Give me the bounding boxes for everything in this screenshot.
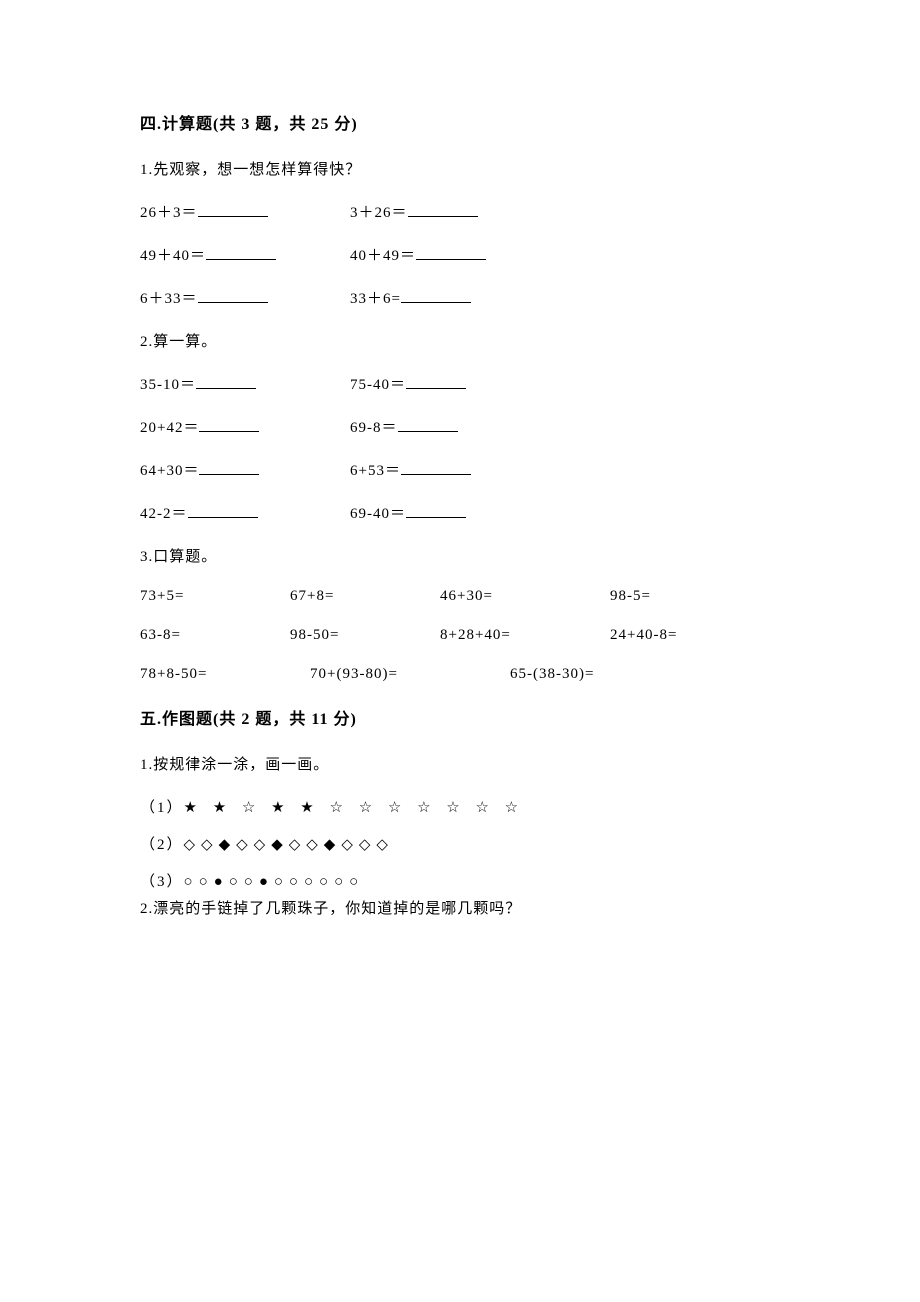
s5-q1-intro: 1.按规律涂一涂，画一画。 — [140, 753, 780, 774]
q1-left-0: 26＋3＝ — [140, 205, 198, 221]
pattern-syms-2: ○○●○○●○○○○○○ — [184, 874, 365, 890]
section-5-header: 五.作图题(共 2 题，共 11 分) — [140, 705, 780, 729]
q3-r2-a: 78+8-50= — [140, 666, 310, 683]
q1-right-2: 33＋6= — [350, 291, 401, 307]
q3-r2-b: 70+(93-80)= — [310, 666, 510, 683]
q1-pair-2: 6＋33＝ 33＋6= — [140, 287, 780, 308]
pattern-syms-0: ★ ★ ☆ ★ ★ ☆ ☆ ☆ ☆ ☆ ☆ ☆ — [184, 800, 525, 816]
q3-r0-b: 67+8= — [290, 588, 440, 605]
pattern-line-0: （1）★ ★ ☆ ★ ★ ☆ ☆ ☆ ☆ ☆ ☆ ☆ — [140, 796, 780, 817]
q2-left-1: 20+42＝ — [140, 420, 199, 436]
section-4-header: 四.计算题(共 3 题，共 25 分) — [140, 110, 780, 134]
q1-right-0: 3＋26＝ — [350, 205, 408, 221]
q1-left-2: 6＋33＝ — [140, 291, 198, 307]
s5-q2-intro: 2.漂亮的手链掉了几颗珠子，你知道掉的是哪几颗吗？ — [140, 897, 780, 918]
blank — [416, 246, 486, 260]
blank — [406, 375, 466, 389]
pattern-num-2: （3） — [140, 874, 184, 890]
pattern-line-2: （3）○○●○○●○○○○○○ — [140, 870, 780, 891]
blank — [401, 461, 471, 475]
q3-r0-a: 73+5= — [140, 588, 290, 605]
q2-pair-3: 42-2＝ 69-40＝ — [140, 502, 780, 523]
q3-r1-a: 63-8= — [140, 627, 290, 644]
q2-intro: 2.算一算。 — [140, 330, 780, 351]
q2-left-0: 35-10＝ — [140, 377, 196, 393]
q1-intro: 1.先观察，想一想怎样算得快？ — [140, 158, 780, 179]
q3-r1-b: 98-50= — [290, 627, 440, 644]
q2-left-3: 42-2＝ — [140, 506, 188, 522]
q2-pair-2: 64+30＝ 6+53＝ — [140, 459, 780, 480]
blank — [408, 203, 478, 217]
q3-intro: 3.口算题。 — [140, 545, 780, 566]
blank — [406, 504, 466, 518]
q1-right-1: 40＋49＝ — [350, 248, 416, 264]
q1-pair-0: 26＋3＝ 3＋26＝ — [140, 201, 780, 222]
q2-left-2: 64+30＝ — [140, 463, 199, 479]
blank — [206, 246, 276, 260]
blank — [199, 461, 259, 475]
q2-pair-0: 35-10＝ 75-40＝ — [140, 373, 780, 394]
q2-right-3: 69-40＝ — [350, 506, 406, 522]
q3-r0-c: 46+30= — [440, 588, 610, 605]
blank — [198, 203, 268, 217]
q3-r2-c: 65-(38-30)= — [510, 666, 710, 683]
blank — [198, 289, 268, 303]
q3-r0-d: 98-5= — [610, 588, 760, 605]
q3-row-0: 73+5= 67+8= 46+30= 98-5= — [140, 588, 780, 605]
q1-left-1: 49＋40＝ — [140, 248, 206, 264]
blank — [401, 289, 471, 303]
blank — [196, 375, 256, 389]
blank — [188, 504, 258, 518]
q3-row-2: 78+8-50= 70+(93-80)= 65-(38-30)= — [140, 666, 780, 683]
q1-pair-1: 49＋40＝ 40＋49＝ — [140, 244, 780, 265]
q2-right-1: 69-8＝ — [350, 420, 398, 436]
q3-row-1: 63-8= 98-50= 8+28+40= 24+40-8= — [140, 627, 780, 644]
q3-r1-c: 8+28+40= — [440, 627, 610, 644]
pattern-syms-1: ◇◇◆◇◇◆◇◇◆◇◇◇ — [184, 837, 394, 853]
q2-pair-1: 20+42＝ 69-8＝ — [140, 416, 780, 437]
q3-r1-d: 24+40-8= — [610, 627, 760, 644]
pattern-line-1: （2）◇◇◆◇◇◆◇◇◆◇◇◇ — [140, 833, 780, 854]
q2-right-2: 6+53＝ — [350, 463, 401, 479]
blank — [398, 418, 458, 432]
q2-right-0: 75-40＝ — [350, 377, 406, 393]
pattern-num-0: （1） — [140, 800, 184, 816]
blank — [199, 418, 259, 432]
pattern-num-1: （2） — [140, 837, 184, 853]
